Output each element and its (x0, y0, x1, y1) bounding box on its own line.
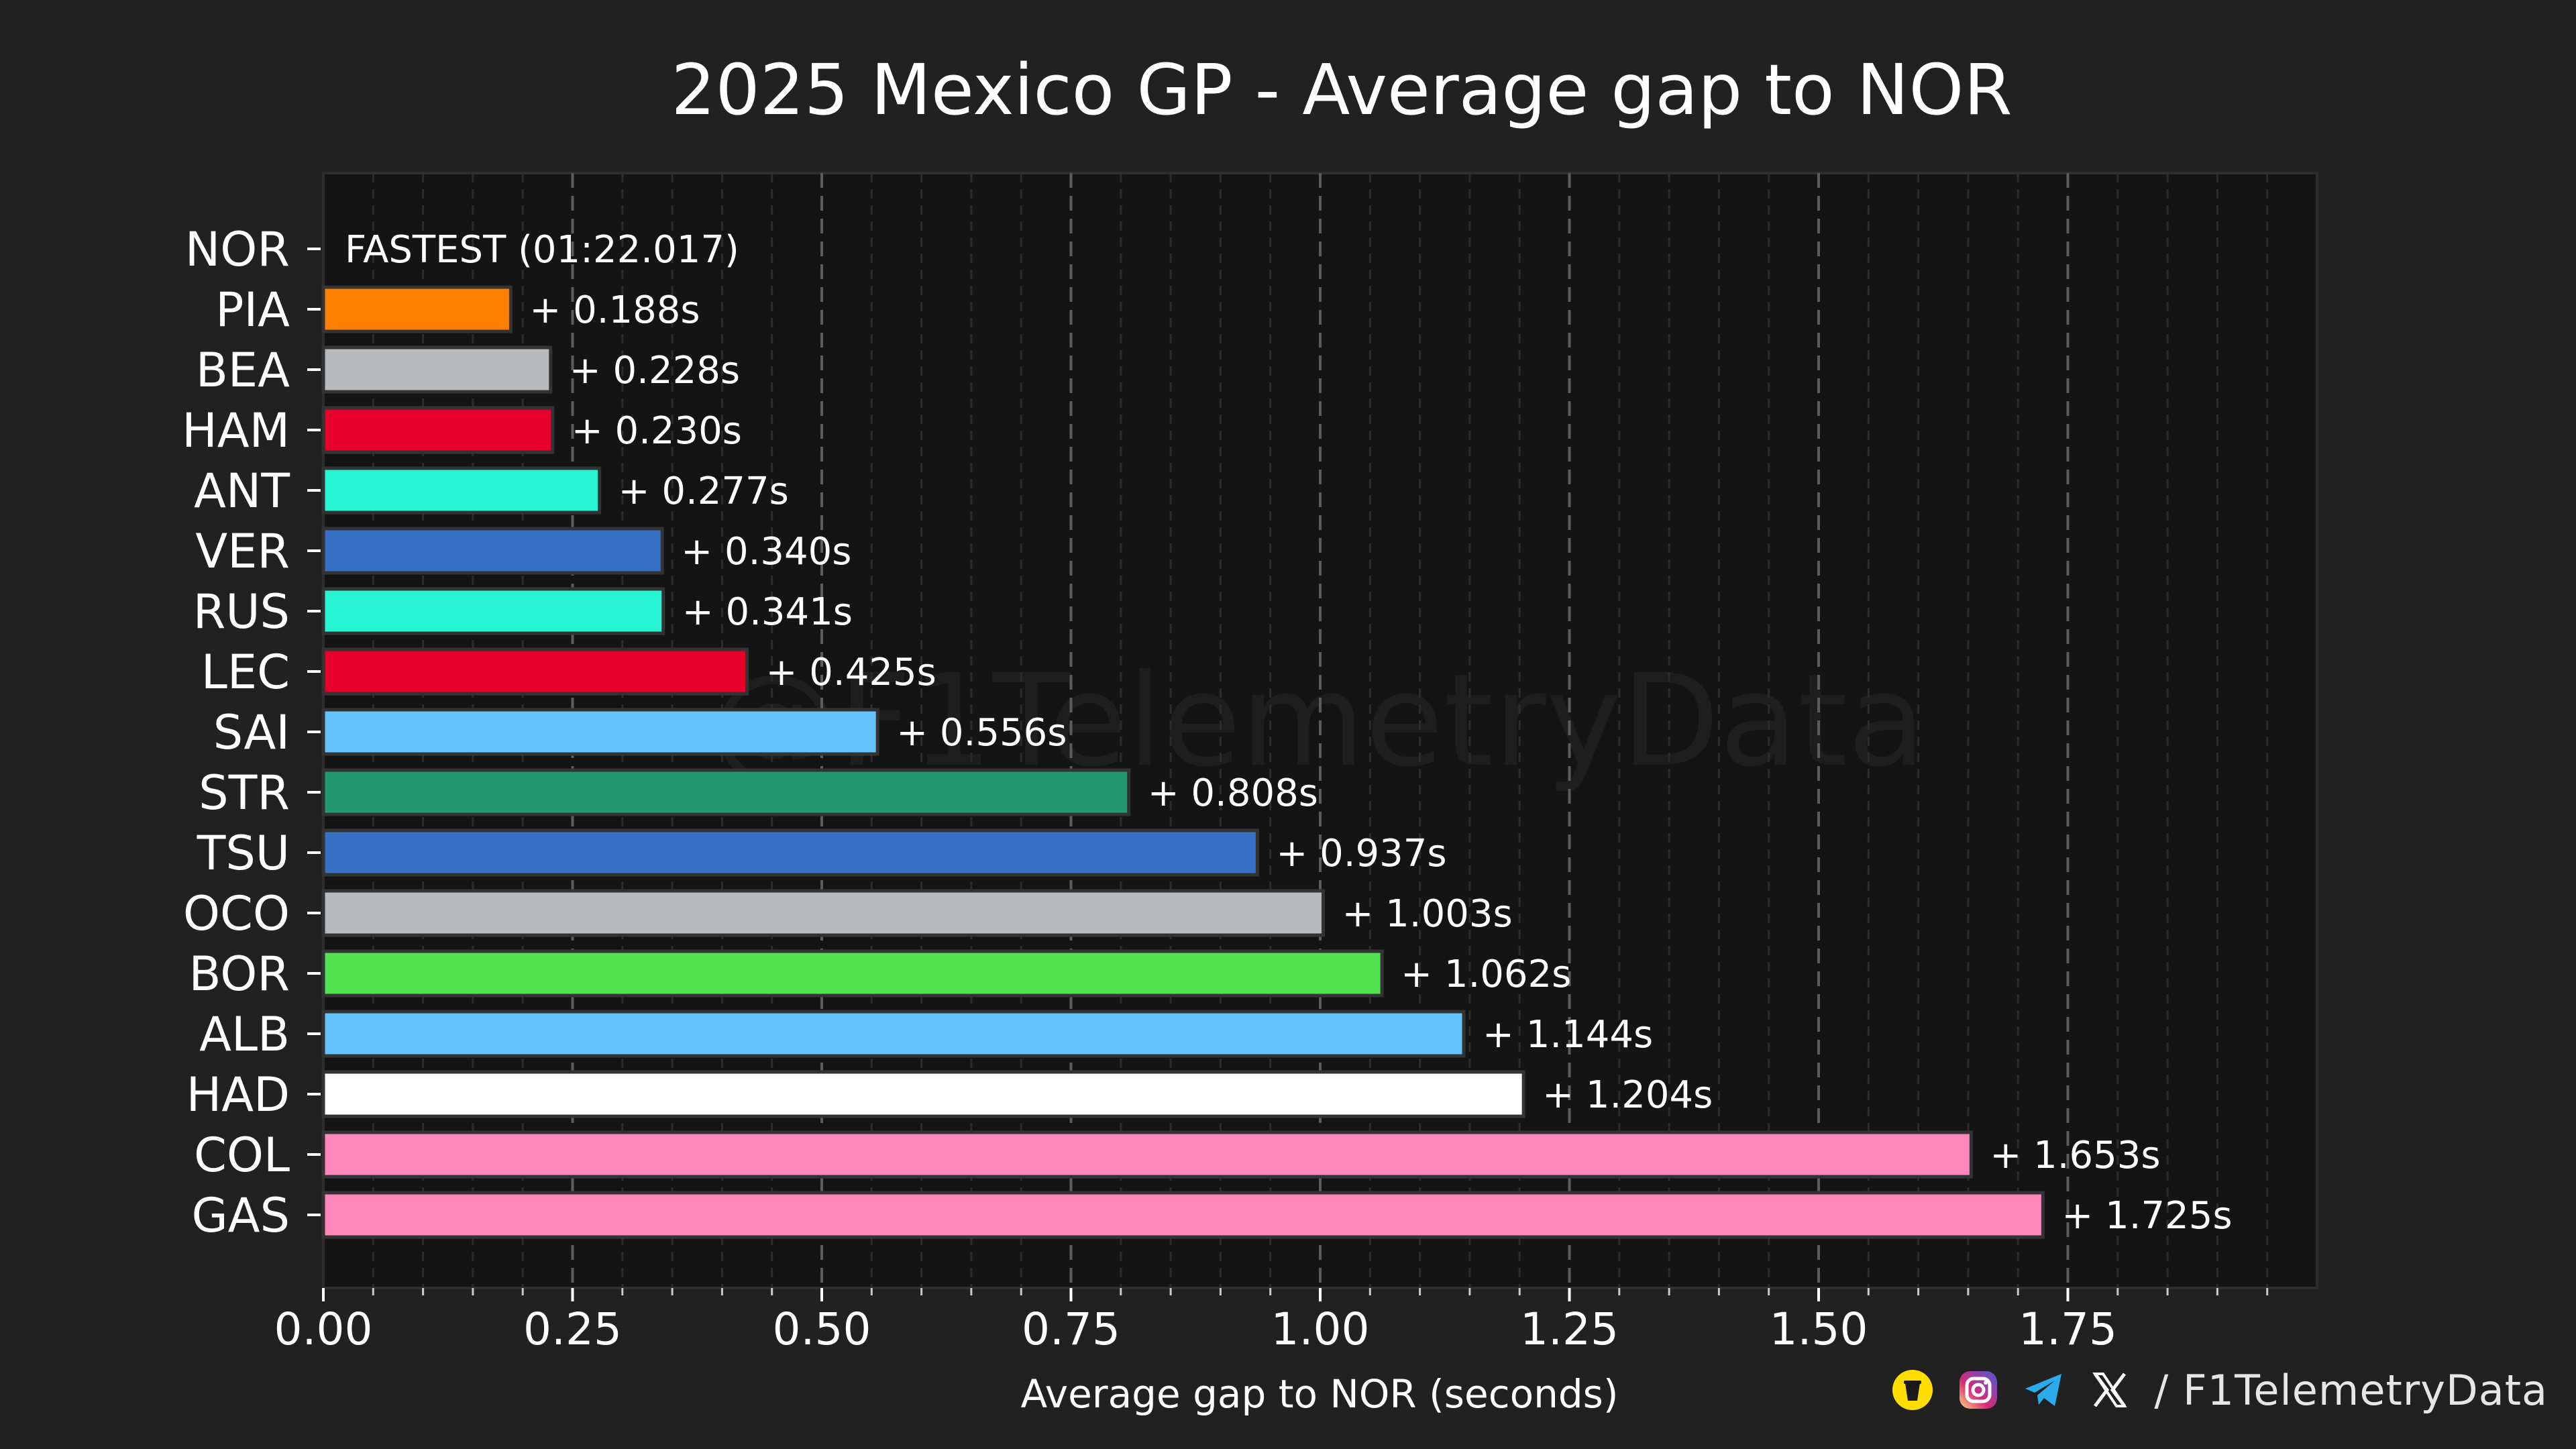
gridlines (372, 173, 2269, 1288)
fastest-label: FASTEST (01:22.017) (345, 228, 739, 272)
bar-ham (321, 406, 555, 454)
bar-tsu (321, 828, 1259, 877)
footer-handle[interactable]: / F1TelemetryData (2154, 1365, 2548, 1415)
bar-ver (321, 527, 664, 575)
y-tick-label: PIA (215, 282, 290, 337)
x-axis-label: Average gap to NOR (seconds) (1021, 1371, 1619, 1417)
y-tick-label: OCO (183, 886, 290, 941)
x-axis: 0.00 0.25 0.50 0.75 1.00 1.25 1.50 1.75 (274, 1288, 2269, 1355)
data-label: + 0.228s (570, 349, 740, 392)
bar-str (321, 768, 1131, 816)
data-label: + 0.937s (1276, 832, 1446, 875)
bar-had (321, 1070, 1525, 1118)
x-tick-label: 1.50 (1770, 1303, 1868, 1355)
data-label: + 1.144s (1483, 1013, 1653, 1057)
data-label: + 1.003s (1342, 892, 1512, 936)
data-label: + 0.556s (896, 711, 1067, 755)
chart-title: 2025 Mexico GP - Average gap to NOR (671, 49, 2012, 131)
y-tick-label: TSU (197, 826, 290, 881)
instagram-icon[interactable] (1957, 1368, 2000, 1411)
footer: / F1TelemetryData (1891, 1362, 2548, 1418)
data-label: + 0.808s (1148, 771, 1318, 815)
x-tick-label: 1.25 (1520, 1303, 1619, 1355)
y-tick-label: ALB (199, 1007, 290, 1062)
bar-ant (321, 466, 602, 515)
data-label: + 1.062s (1401, 953, 1571, 996)
bar-rus (321, 587, 665, 635)
bar-gas (321, 1191, 2045, 1239)
data-label: + 0.340s (681, 530, 851, 574)
y-tick-label: SAI (213, 705, 290, 760)
x-tick-label: 1.00 (1271, 1303, 1370, 1355)
x-tick-label: 0.00 (274, 1303, 373, 1355)
y-tick-label: GAS (191, 1188, 290, 1243)
x-tick-label: 0.50 (773, 1303, 871, 1355)
y-tick-label: STR (199, 765, 290, 820)
y-tick-label: BOR (189, 947, 290, 1002)
y-tick-label: HAD (186, 1067, 290, 1122)
x-tick-label: 1.75 (2019, 1303, 2117, 1355)
bar-lec (321, 647, 749, 696)
x-tick-label: 0.25 (523, 1303, 622, 1355)
y-tick-label: NOR (185, 222, 290, 277)
y-tick-label: VER (195, 524, 290, 579)
data-label: + 0.230s (572, 409, 742, 453)
data-label: + 0.188s (529, 288, 700, 332)
x-tick-label: 0.75 (1022, 1303, 1120, 1355)
bar-pia (321, 285, 513, 333)
x-icon[interactable] (2088, 1368, 2131, 1411)
y-tick-label: LEC (201, 645, 290, 700)
data-label: + 1.204s (1542, 1073, 1713, 1117)
bar-bor (321, 949, 1384, 998)
bars: FASTEST (01:22.017) + 0.188s + 0.228s + 0.2… (321, 228, 2233, 1239)
data-label: + 1.725s (2061, 1194, 2232, 1238)
data-label: + 0.277s (619, 470, 789, 513)
bar-sai (321, 708, 879, 756)
bar-col (321, 1130, 1973, 1179)
data-label: + 0.341s (682, 590, 853, 634)
y-tick-label: COL (194, 1128, 290, 1183)
y-tick-label: BEA (196, 343, 290, 398)
y-tick-label: ANT (194, 464, 290, 519)
bar-bea (321, 345, 553, 394)
data-label: + 0.425s (766, 651, 936, 694)
telegram-icon[interactable] (2023, 1368, 2065, 1411)
data-label: + 1.653s (1990, 1134, 2160, 1177)
buymeacoffee-icon[interactable] (1891, 1368, 1934, 1411)
bar-alb (321, 1010, 1466, 1058)
y-tick-label: HAM (182, 403, 290, 458)
bar-oco (321, 889, 1325, 937)
y-tick-label: RUS (193, 584, 290, 639)
